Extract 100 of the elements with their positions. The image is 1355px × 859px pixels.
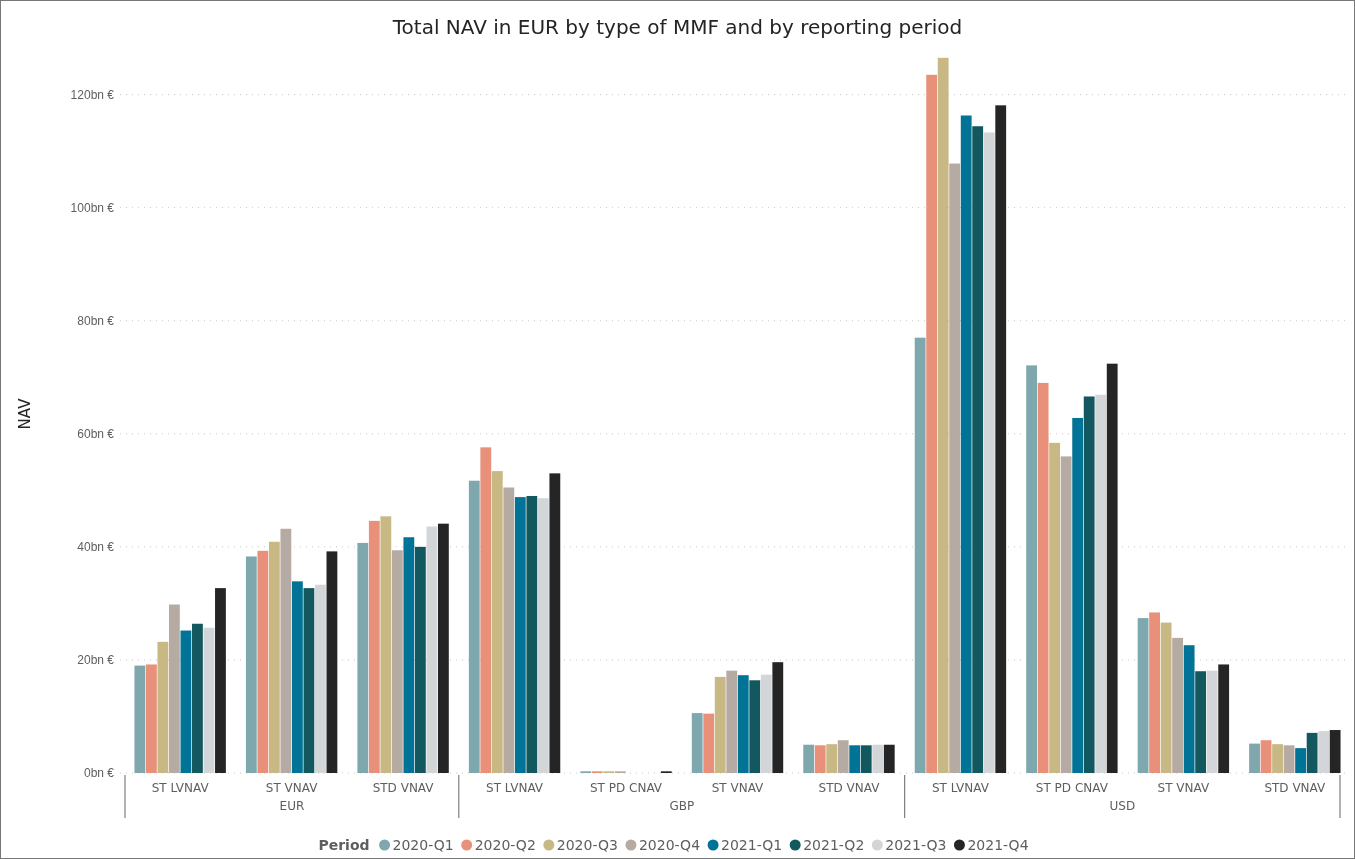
- legend-label: 2021-Q1: [721, 837, 783, 853]
- bar: [814, 745, 826, 773]
- legend-title: Period: [318, 837, 370, 853]
- bar: [1295, 748, 1306, 773]
- bar: [326, 551, 338, 773]
- bar: [960, 115, 972, 773]
- bar: [503, 487, 515, 773]
- bar: [803, 744, 815, 773]
- legend-label: 2021-Q2: [803, 837, 865, 853]
- y-tick-label: 20bn €: [77, 653, 115, 668]
- bar: [1218, 664, 1230, 773]
- bar: [1329, 730, 1341, 773]
- y-tick-label: 100bn €: [70, 200, 115, 215]
- bar: [403, 537, 415, 773]
- bar: [1083, 396, 1095, 773]
- bar: [1183, 645, 1195, 773]
- bar: [192, 623, 203, 773]
- bar: [391, 550, 403, 773]
- x-tick-label: STD VNAV: [372, 781, 435, 795]
- bar: [872, 744, 884, 773]
- bar: [280, 528, 292, 773]
- bar: [1149, 612, 1160, 773]
- bar: [1160, 622, 1172, 773]
- bar: [180, 630, 192, 773]
- x-tick-label: STD VNAV: [1264, 781, 1327, 795]
- bar: [1206, 670, 1218, 773]
- y-tick-label: 120bn €: [70, 87, 115, 102]
- bar: [291, 581, 303, 773]
- legend-label: 2020-Q3: [556, 837, 618, 853]
- bar: [1283, 745, 1295, 773]
- bar: [315, 584, 326, 773]
- bar: [703, 713, 715, 773]
- bar: [1306, 732, 1318, 773]
- bar: [1249, 743, 1260, 773]
- x-tick-label: STD VNAV: [818, 781, 881, 795]
- bar: [1026, 365, 1038, 773]
- bar: [1060, 456, 1072, 773]
- bar: [837, 740, 849, 773]
- chart-title: Total NAV in EUR by type of MMF and by reporting period: [391, 15, 963, 39]
- bar: [1318, 731, 1330, 773]
- bar: [480, 447, 492, 773]
- bar: [145, 664, 157, 773]
- bar: [357, 542, 369, 773]
- bar: [1137, 618, 1149, 773]
- bar: [926, 74, 938, 773]
- bar: [203, 627, 215, 773]
- bar: [414, 546, 426, 773]
- legend-label: 2021-Q3: [885, 837, 947, 853]
- y-tick-label: 0bn €: [83, 766, 115, 781]
- bar: [1106, 363, 1118, 773]
- x-tick-label: ST PD CNAV: [1035, 781, 1109, 795]
- text: GBP: [669, 799, 695, 813]
- bar: [772, 662, 784, 773]
- bar: [914, 337, 926, 773]
- bar: [437, 523, 449, 773]
- bar: [491, 471, 503, 773]
- bar: [995, 105, 1007, 773]
- bar: [826, 744, 838, 773]
- bar: [468, 480, 480, 773]
- bar: [949, 163, 961, 773]
- bar: [257, 550, 269, 773]
- y-tick-label: 40bn €: [77, 540, 115, 555]
- bar: [426, 526, 438, 773]
- bar: [215, 588, 226, 773]
- y-tick-label: 80bn €: [77, 314, 115, 329]
- bar: [549, 473, 561, 773]
- bar: [726, 670, 738, 773]
- legend-label: 2020-Q2: [474, 837, 536, 853]
- text: USD: [1109, 799, 1136, 813]
- bar: [1172, 637, 1184, 773]
- bar: [1260, 740, 1272, 773]
- bar: [134, 665, 146, 773]
- bar: [1272, 744, 1283, 773]
- bar: [714, 676, 726, 773]
- bar: [749, 680, 761, 773]
- bar: [737, 675, 749, 773]
- bar: [849, 745, 861, 773]
- bar: [303, 588, 315, 773]
- y-axis-title: NAV: [16, 397, 34, 430]
- x-tick-label: ST PD CNAV: [590, 781, 663, 795]
- bar: [860, 745, 872, 773]
- bar: [380, 516, 392, 773]
- bar: [157, 641, 169, 773]
- bar: [526, 495, 538, 773]
- bar: [972, 126, 984, 773]
- bar: [937, 57, 949, 773]
- bar: [368, 520, 380, 773]
- x-tick-label: ST LVNAV: [931, 781, 990, 795]
- bar: [1049, 442, 1061, 773]
- x-tick-label: ST VNAV: [711, 781, 765, 795]
- bar: [691, 713, 703, 773]
- bar: [760, 674, 772, 773]
- bar: [1072, 417, 1084, 773]
- x-tick-label: ST VNAV: [265, 781, 319, 795]
- bar: [537, 498, 549, 773]
- bar: [883, 744, 895, 773]
- text: EUR: [279, 799, 305, 813]
- legend-label: 2020-Q1: [392, 837, 454, 853]
- bar: [168, 604, 180, 773]
- bar: [983, 132, 995, 773]
